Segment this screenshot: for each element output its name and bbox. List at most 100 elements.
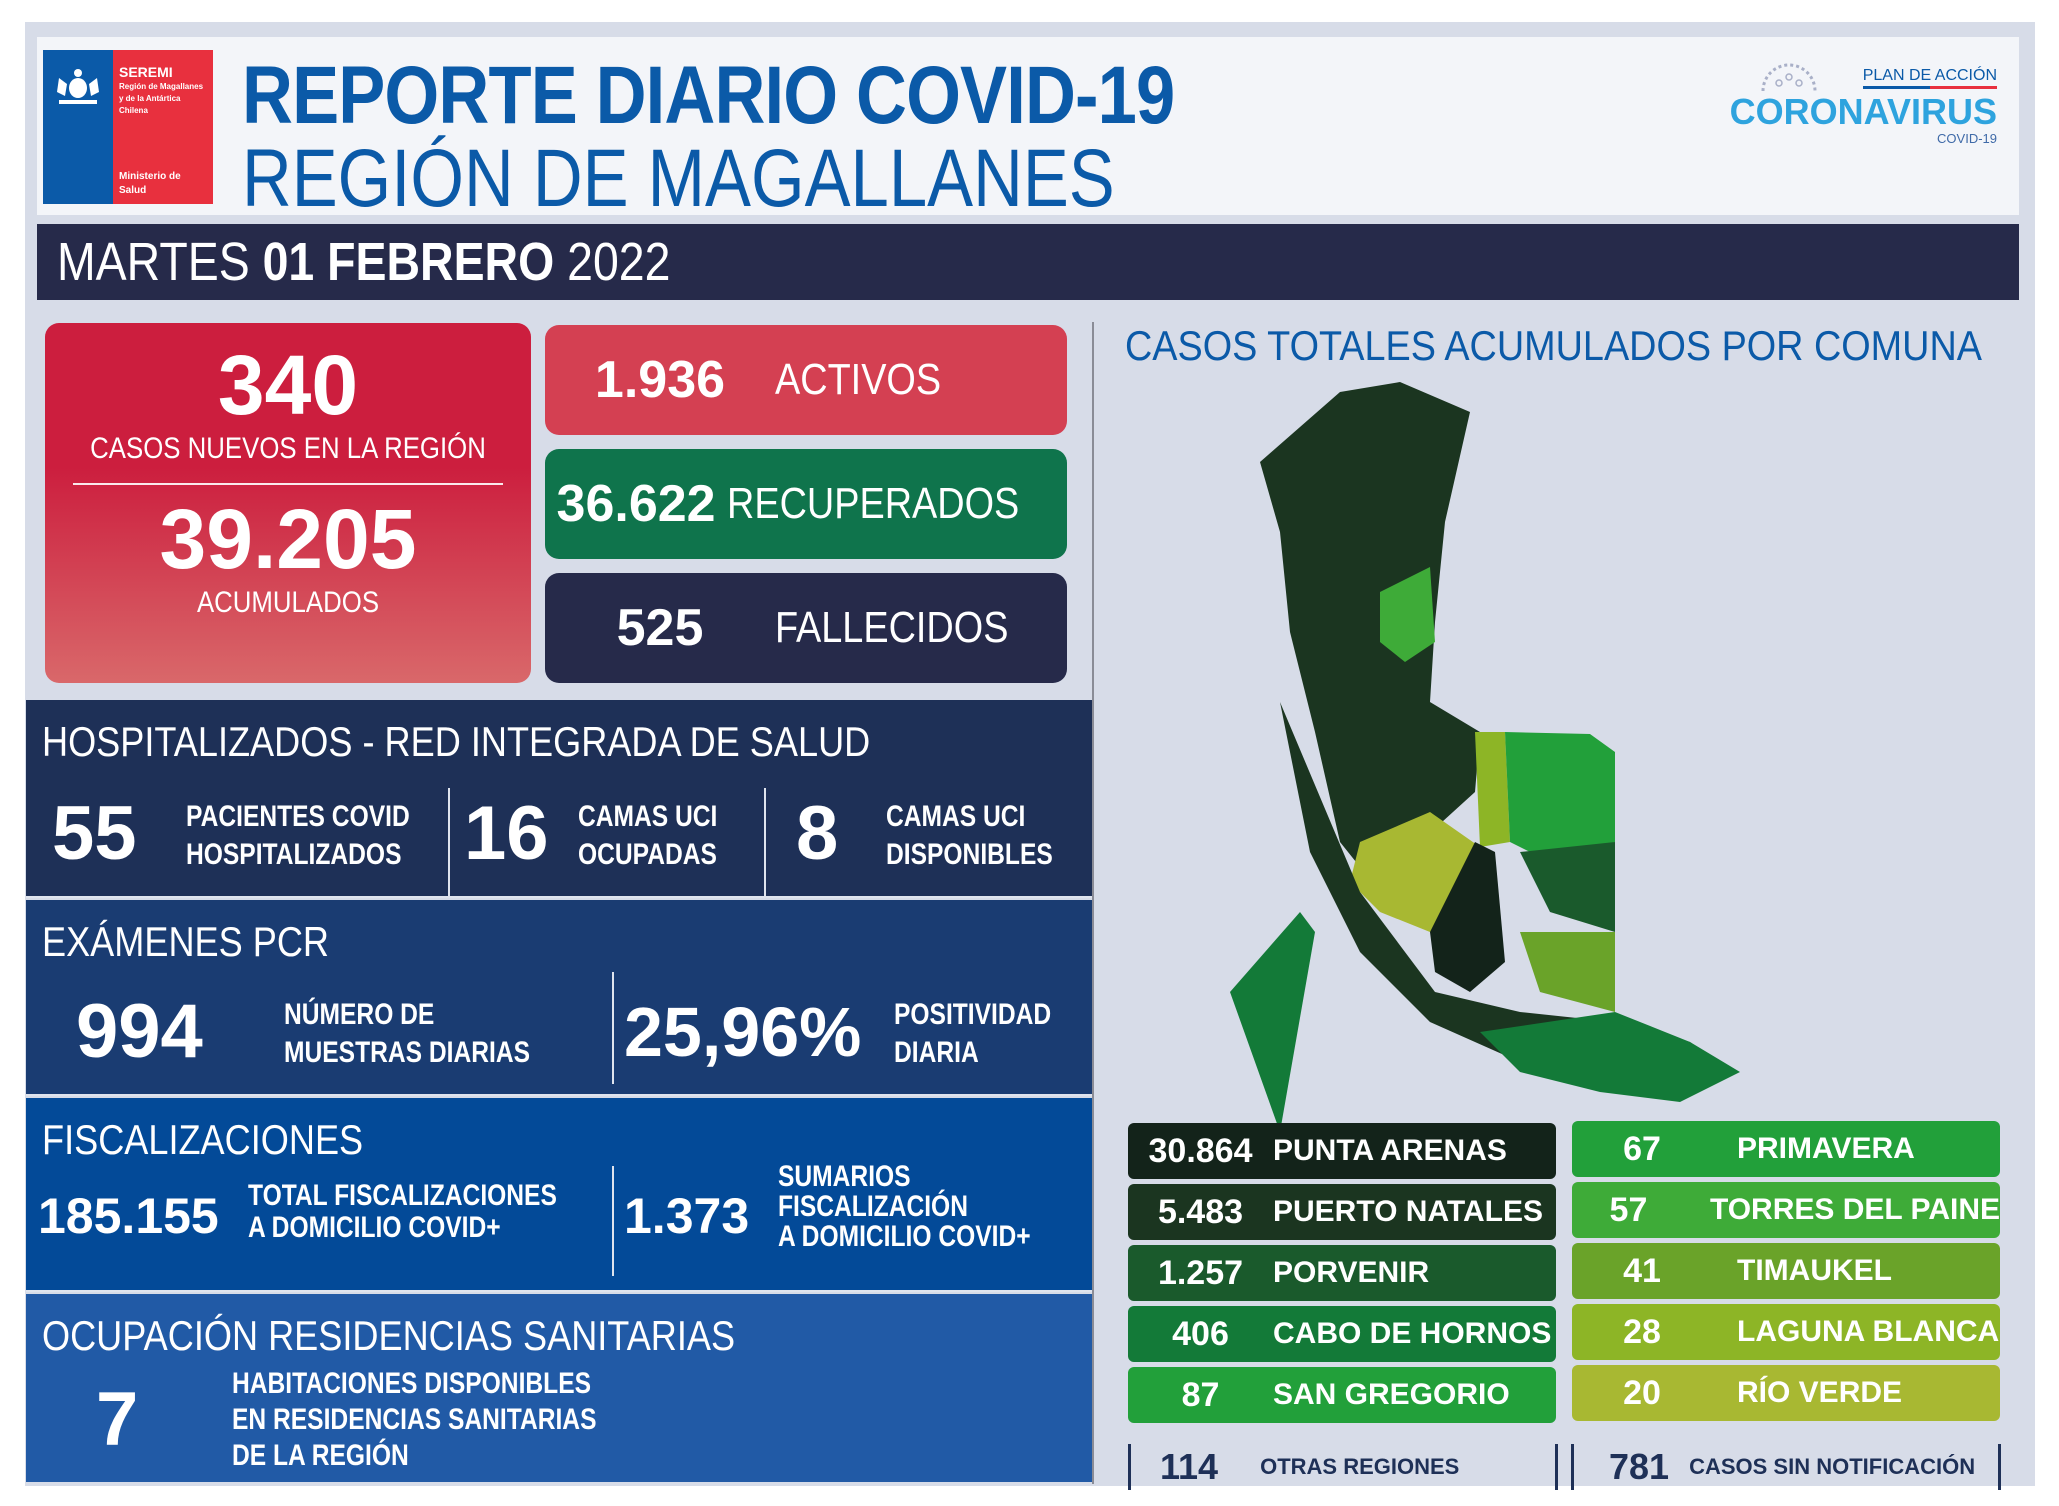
map-title: CASOS TOTALES ACUMULADOS POR COMUNA bbox=[1125, 322, 1982, 369]
commune-count: 1.257 bbox=[1157, 1253, 1244, 1292]
active-value: 1.936 bbox=[594, 351, 726, 409]
ministry-line: Salud bbox=[119, 185, 147, 196]
report-title: REPORTE DIARIO COVID-19 bbox=[242, 50, 1175, 141]
virus-icon bbox=[1761, 63, 1817, 92]
region-line: Chilena bbox=[119, 106, 148, 115]
residences-section: OCUPACIÓN RESIDENCIAS SANITARIAS 7 HABIT… bbox=[26, 1294, 1092, 1482]
infographic-frame: SEREMI Región de Magallanes y de la Antá… bbox=[25, 22, 2035, 1490]
divider bbox=[612, 972, 614, 1084]
commune-name: RÍO VERDE bbox=[1737, 1376, 1903, 1409]
divider bbox=[764, 788, 766, 898]
deceased-label: FALLECIDOS bbox=[775, 603, 1009, 652]
divider bbox=[612, 1166, 614, 1276]
no-notification: 781 CASOS SIN NOTIFICACIÓN bbox=[1609, 1444, 1975, 1490]
coronavirus-plan-logo: PLAN DE ACCIÓN CORONAVIRUS COVID-19 bbox=[1717, 63, 1997, 147]
pcr-section: EXÁMENES PCR 994 NÚMERO DE MUESTRAS DIARI… bbox=[26, 900, 1092, 1096]
commune-count: 67 bbox=[1623, 1129, 1661, 1168]
hospitalized-patients-label: PACIENTES COVID HOSPITALIZADOS bbox=[186, 800, 410, 871]
recovered-value: 36.622 bbox=[556, 475, 716, 533]
pcr-positivity-label: POSITIVIDAD DIARIA bbox=[894, 998, 1052, 1069]
inspections-total-label: TOTAL FISCALIZACIONES A DOMICILIO COVID+ bbox=[248, 1179, 557, 1244]
icu-occupied-value: 16 bbox=[464, 791, 549, 876]
commune-name: PUNTA ARENAS bbox=[1273, 1134, 1507, 1167]
inspections-summaries-label: SUMARIOS FISCALIZACIÓN A DOMICILIO COVID+ bbox=[778, 1160, 1031, 1253]
divider bbox=[448, 788, 450, 898]
region-line: Región de Magallanes bbox=[119, 82, 204, 91]
magallanes-region-map bbox=[1230, 382, 1740, 1132]
section-title: OCUPACIÓN RESIDENCIAS SANITARIAS bbox=[42, 1312, 736, 1359]
recovered-card: 36.622 RECUPERADOS bbox=[545, 449, 1067, 559]
weekday: MARTES bbox=[57, 232, 250, 292]
commune-count: 5.483 bbox=[1157, 1192, 1244, 1231]
ministry-label: Ministerio de Salud bbox=[119, 170, 181, 198]
commune-name: LAGUNA BLANCA bbox=[1737, 1315, 2000, 1348]
commune-row: 1.257 PORVENIR bbox=[1128, 1245, 1556, 1301]
logo-red-panel: SEREMI Región de Magallanes y de la Antá… bbox=[113, 50, 213, 204]
commune-count: 41 bbox=[1623, 1251, 1661, 1290]
ministry-line: Ministerio de bbox=[119, 171, 181, 182]
commune-name: CABO DE HORNOS bbox=[1273, 1317, 1552, 1350]
recovered-label: RECUPERADOS bbox=[727, 479, 1020, 528]
separator-bar bbox=[1128, 1444, 1131, 1490]
accumulated-value: 39.205 bbox=[159, 492, 417, 586]
commune-name: PORVENIR bbox=[1273, 1256, 1430, 1289]
commune-row: 28 LAGUNA BLANCA bbox=[1572, 1304, 2000, 1360]
new-cases-label: CASOS NUEVOS EN LA REGIÓN bbox=[90, 432, 486, 465]
commune-row: 87 SAN GREGORIO bbox=[1128, 1367, 1556, 1423]
commune-name: PRIMAVERA bbox=[1737, 1132, 1915, 1165]
pcr-positivity-value: 25,96% bbox=[624, 993, 862, 1071]
new-cases-card: 340 CASOS NUEVOS EN LA REGIÓN 39.205 ACU… bbox=[45, 323, 531, 683]
icu-available-value: 8 bbox=[796, 791, 839, 876]
plan-label: PLAN DE ACCIÓN bbox=[1862, 67, 1997, 89]
section-title: EXÁMENES PCR bbox=[42, 918, 330, 965]
residences-label: HABITACIONES DISPONIBLES EN RESIDENCIAS S… bbox=[232, 1367, 597, 1472]
seremi-logo: SEREMI Región de Magallanes y de la Antá… bbox=[43, 50, 213, 204]
no-notification-value: 781 bbox=[1609, 1446, 1670, 1487]
commune-name: PUERTO NATALES bbox=[1273, 1195, 1544, 1228]
section-title: FISCALIZACIONES bbox=[42, 1116, 364, 1163]
commune-row: 406 CABO DE HORNOS bbox=[1128, 1306, 1556, 1362]
commune-row: 41 TIMAUKEL bbox=[1572, 1243, 2000, 1299]
hospitalized-section: HOSPITALIZADOS - RED INTEGRADA DE SALUD … bbox=[26, 700, 1092, 898]
covid-label: COVID-19 bbox=[1937, 131, 1997, 146]
region-line: y de la Antártica bbox=[119, 94, 181, 103]
pcr-samples-label: NÚMERO DE MUESTRAS DIARIAS bbox=[284, 998, 531, 1069]
no-notification-label: CASOS SIN NOTIFICACIÓN bbox=[1689, 1454, 1976, 1479]
divider bbox=[73, 483, 503, 485]
inspections-summaries-value: 1.373 bbox=[624, 1188, 750, 1244]
commune-name: SAN GREGORIO bbox=[1273, 1378, 1510, 1411]
deceased-card: 525 FALLECIDOS bbox=[545, 573, 1067, 683]
active-card: 1.936 ACTIVOS bbox=[545, 325, 1067, 435]
inspections-total-value: 185.155 bbox=[38, 1188, 219, 1244]
year: 2022 bbox=[567, 232, 671, 292]
inspections-section: FISCALIZACIONES 185.155 TOTAL FISCALIZAC… bbox=[26, 1098, 1092, 1292]
icu-occupied-label: CAMAS UCI OCUPADAS bbox=[578, 800, 718, 871]
new-cases-value: 340 bbox=[217, 338, 359, 432]
header: SEREMI Región de Magallanes y de la Antá… bbox=[37, 37, 2019, 224]
active-label: ACTIVOS bbox=[775, 355, 942, 404]
logo-blue-panel bbox=[43, 50, 113, 204]
residences-value: 7 bbox=[96, 1377, 139, 1462]
separator-bar bbox=[1555, 1444, 1558, 1490]
region-title: REGIÓN DE MAGALLANES bbox=[242, 133, 1115, 224]
seremi-label: SEREMI bbox=[119, 64, 173, 80]
pcr-samples-value: 994 bbox=[76, 989, 203, 1074]
other-regions-label: OTRAS REGIONES bbox=[1260, 1454, 1460, 1479]
commune-row: 30.864 PUNTA ARENAS bbox=[1128, 1123, 1556, 1179]
commune-count: 87 bbox=[1181, 1375, 1220, 1414]
commune-row: 5.483 PUERTO NATALES bbox=[1128, 1184, 1556, 1240]
accumulated-label: ACUMULADOS bbox=[196, 586, 380, 619]
icu-available-label: CAMAS UCI DISPONIBLES bbox=[886, 800, 1053, 871]
commune-count: 57 bbox=[1609, 1190, 1648, 1229]
commune-count: 20 bbox=[1623, 1373, 1661, 1412]
commune-row: 67 PRIMAVERA bbox=[1572, 1121, 2000, 1177]
coronavirus-label: CORONAVIRUS bbox=[1729, 91, 1997, 132]
date-bar: MARTES 01 FEBRERO 2022 bbox=[37, 224, 2019, 300]
commune-row: 20 RÍO VERDE bbox=[1572, 1365, 2000, 1421]
day-month: 01 FEBRERO bbox=[262, 232, 555, 292]
commune-name: TORRES DEL PAINE bbox=[1709, 1193, 2000, 1226]
separator-bar bbox=[1998, 1444, 2001, 1490]
commune-name: TIMAUKEL bbox=[1737, 1254, 1892, 1287]
deceased-value: 525 bbox=[616, 599, 704, 657]
commune-count: 28 bbox=[1623, 1312, 1661, 1351]
